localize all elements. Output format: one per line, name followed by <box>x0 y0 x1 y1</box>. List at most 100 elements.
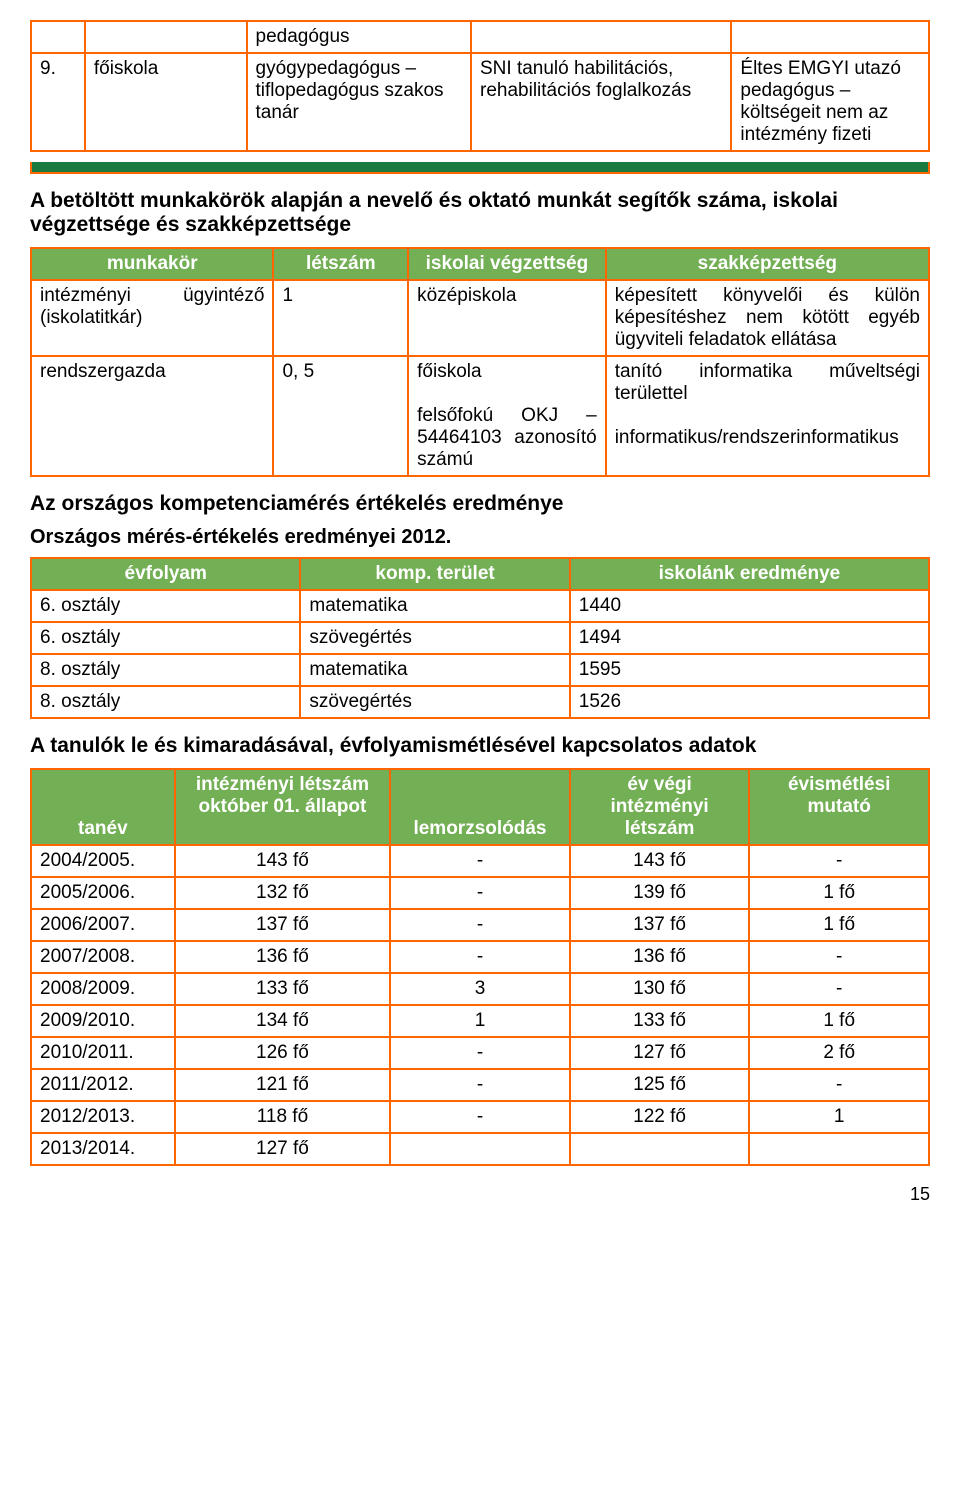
cell: 8. osztály <box>31 654 300 686</box>
green-separator <box>30 162 930 174</box>
table-row: 2010/2011. 126 fő - 127 fő 2 fő <box>31 1037 929 1069</box>
cell: 133 fő <box>570 1005 750 1037</box>
cell: 0, 5 <box>273 356 408 476</box>
cell: 1 <box>749 1101 929 1133</box>
col-header: létszám <box>273 248 408 280</box>
cell: 2005/2006. <box>31 877 175 909</box>
cell: 2013/2014. <box>31 1133 175 1165</box>
cell: 2009/2010. <box>31 1005 175 1037</box>
table-row: 8. osztály matematika 1595 <box>31 654 929 686</box>
cell: - <box>390 909 570 941</box>
table-header-row: tanév intézményi létszám október 01. áll… <box>31 769 929 845</box>
cell: főiskola felsőfokú OKJ – 54464103 azonos… <box>408 356 606 476</box>
cell: SNI tanuló habilitációs, rehabilitációs … <box>471 53 731 151</box>
cell: tanító informatika műveltségi területtel… <box>606 356 929 476</box>
cell: 6. osztály <box>31 590 300 622</box>
cell: 2012/2013. <box>31 1101 175 1133</box>
cell: 2011/2012. <box>31 1069 175 1101</box>
cell: 121 fő <box>175 1069 391 1101</box>
cell: 137 fő <box>175 909 391 941</box>
cell: - <box>749 845 929 877</box>
cell: - <box>390 941 570 973</box>
col-header: tanév <box>31 769 175 845</box>
col-header: komp. terület <box>300 558 569 590</box>
cell: 126 fő <box>175 1037 391 1069</box>
cell: 2006/2007. <box>31 909 175 941</box>
cell: intézményi ügyintéző (iskolatitkár) <box>31 280 273 356</box>
cell: 125 fő <box>570 1069 750 1101</box>
col-header: év végi intézményi létszám <box>570 769 750 845</box>
cell: 118 fő <box>175 1101 391 1133</box>
col-header: iskolai végzettség <box>408 248 606 280</box>
cell: 1494 <box>570 622 929 654</box>
table-row: 2005/2006. 132 fő - 139 fő 1 fő <box>31 877 929 909</box>
cell: Éltes EMGYI utazó pedagógus – költségeit… <box>731 53 929 151</box>
col-header: évismétlési mutató <box>749 769 929 845</box>
cell: - <box>749 973 929 1005</box>
cell: szövegértés <box>300 622 569 654</box>
cell: matematika <box>300 590 569 622</box>
cell: pedagógus <box>247 21 472 53</box>
col-header: iskolánk eredménye <box>570 558 929 590</box>
cell: 1 <box>273 280 408 356</box>
col-header: munkakör <box>31 248 273 280</box>
table-row: 6. osztály matematika 1440 <box>31 590 929 622</box>
section-subheading: Országos mérés-értékelés eredményei 2012… <box>30 526 930 549</box>
cell: - <box>749 1069 929 1101</box>
competence-table: évfolyam komp. terület iskolánk eredmény… <box>30 557 930 719</box>
cell: 2010/2011. <box>31 1037 175 1069</box>
cell: 6. osztály <box>31 622 300 654</box>
top-table: pedagógus 9. főiskola gyógypedagógus – t… <box>30 20 930 152</box>
cell: 136 fő <box>175 941 391 973</box>
cell: 127 fő <box>175 1133 391 1165</box>
section-heading: A tanulók le és kimaradásával, évfolyami… <box>30 734 930 758</box>
page-number: 15 <box>30 1184 930 1205</box>
cell: 2007/2008. <box>31 941 175 973</box>
table-row: 2009/2010. 134 fő 1 133 fő 1 fő <box>31 1005 929 1037</box>
table-row: 2012/2013. 118 fő - 122 fő 1 <box>31 1101 929 1133</box>
cell: képesített könyvelői és külön képesítésh… <box>606 280 929 356</box>
cell: 2 fő <box>749 1037 929 1069</box>
cell: 136 fő <box>570 941 750 973</box>
cell: 1 <box>390 1005 570 1037</box>
table-row: 9. főiskola gyógypedagógus – tiflopedagó… <box>31 53 929 151</box>
cell: 143 fő <box>175 845 391 877</box>
cell: főiskola <box>85 53 247 151</box>
table-header-row: munkakör létszám iskolai végzettség szak… <box>31 248 929 280</box>
cell: 134 fő <box>175 1005 391 1037</box>
table-header-row: évfolyam komp. terület iskolánk eredmény… <box>31 558 929 590</box>
cell: 139 fő <box>570 877 750 909</box>
cell: 2008/2009. <box>31 973 175 1005</box>
cell: 1526 <box>570 686 929 718</box>
cell: 1 fő <box>749 1005 929 1037</box>
cell: középiskola <box>408 280 606 356</box>
cell: rendszergazda <box>31 356 273 476</box>
cell: 1440 <box>570 590 929 622</box>
cell <box>390 1133 570 1165</box>
table-row: 2007/2008. 136 fő - 136 fő - <box>31 941 929 973</box>
col-header: szakképzettség <box>606 248 929 280</box>
cell: - <box>390 845 570 877</box>
cell: 132 fő <box>175 877 391 909</box>
table-row: 2013/2014. 127 fő <box>31 1133 929 1165</box>
section-heading: A betöltött munkakörök alapján a nevelő … <box>30 189 930 237</box>
cell: gyógypedagógus – tiflopedagógus szakos t… <box>247 53 472 151</box>
cell: matematika <box>300 654 569 686</box>
table-row: 2006/2007. 137 fő - 137 fő 1 fő <box>31 909 929 941</box>
table-row: rendszergazda 0, 5 főiskola felsőfokú OK… <box>31 356 929 476</box>
cell <box>570 1133 750 1165</box>
cell: 130 fő <box>570 973 750 1005</box>
staff-table: munkakör létszám iskolai végzettség szak… <box>30 247 930 477</box>
cell: 9. <box>31 53 85 151</box>
cell: - <box>390 877 570 909</box>
cell: 143 fő <box>570 845 750 877</box>
table-row: 2011/2012. 121 fő - 125 fő - <box>31 1069 929 1101</box>
cell: - <box>390 1037 570 1069</box>
cell: 3 <box>390 973 570 1005</box>
cell: 8. osztály <box>31 686 300 718</box>
cell: 137 fő <box>570 909 750 941</box>
table-row: 2004/2005. 143 fő - 143 fő - <box>31 845 929 877</box>
cell: 122 fő <box>570 1101 750 1133</box>
dropout-table: tanév intézményi létszám október 01. áll… <box>30 768 930 1166</box>
table-row: pedagógus <box>31 21 929 53</box>
